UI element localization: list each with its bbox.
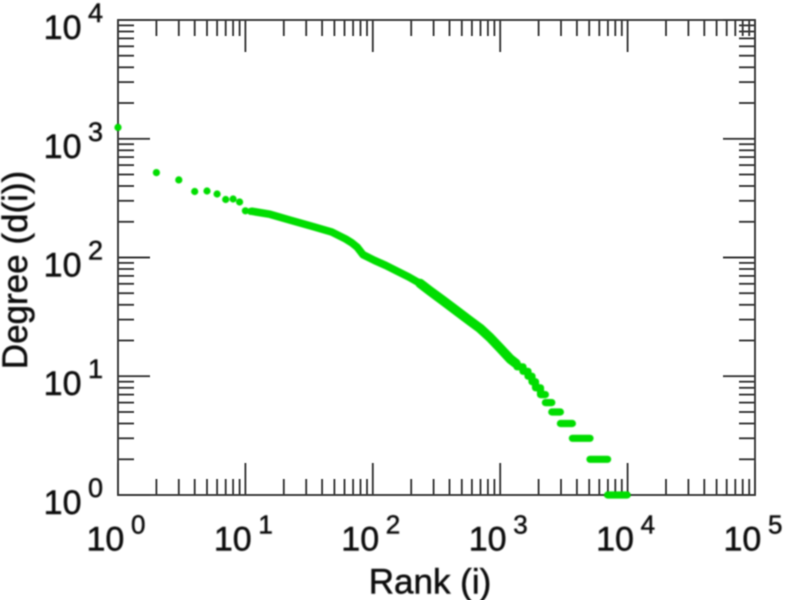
svg-text:3: 3	[88, 117, 103, 147]
svg-text:1: 1	[88, 354, 103, 384]
svg-text:4: 4	[88, 0, 103, 28]
svg-text:2: 2	[88, 236, 103, 266]
svg-text:0: 0	[131, 510, 145, 540]
svg-text:0: 0	[88, 473, 103, 503]
svg-text:10: 10	[341, 521, 379, 559]
svg-text:4: 4	[641, 510, 655, 540]
svg-text:10: 10	[724, 521, 762, 559]
svg-text:10: 10	[44, 484, 82, 522]
svg-text:10: 10	[87, 521, 125, 559]
svg-text:3: 3	[513, 510, 527, 540]
svg-text:10: 10	[44, 128, 82, 166]
svg-text:10: 10	[44, 365, 82, 403]
svg-text:10: 10	[44, 247, 82, 285]
svg-text:5: 5	[768, 510, 782, 540]
svg-text:2: 2	[386, 510, 400, 540]
svg-text:1: 1	[258, 510, 272, 540]
svg-text:10: 10	[44, 9, 82, 47]
svg-text:Rank (i): Rank (i)	[369, 563, 492, 600]
svg-text:10: 10	[469, 521, 507, 559]
svg-text:10: 10	[596, 521, 634, 559]
svg-text:Degree (d(i)): Degree (d(i))	[0, 171, 35, 369]
svg-text:10: 10	[214, 521, 252, 559]
